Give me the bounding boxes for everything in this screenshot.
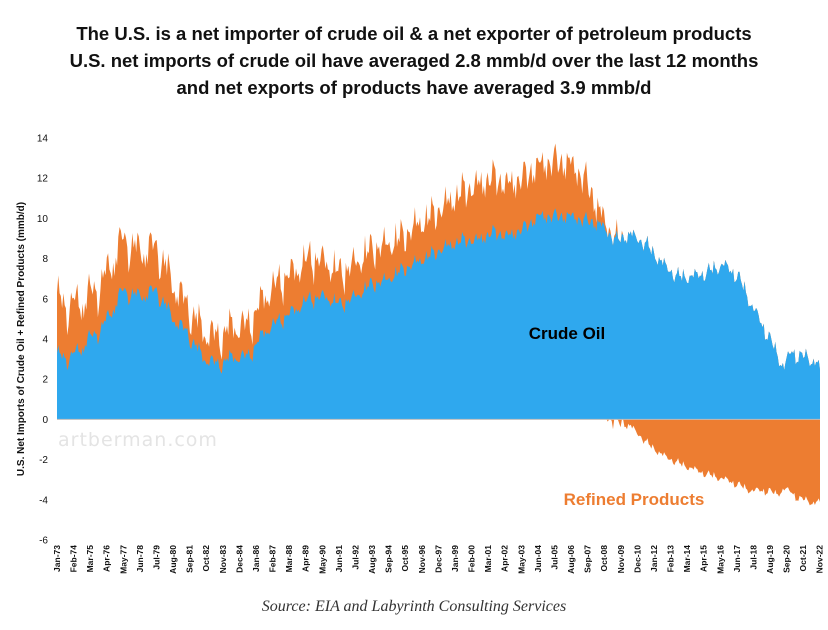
x-tick-label: May-03	[516, 545, 526, 574]
annotation-crude-oil: Crude Oil	[529, 324, 606, 343]
x-tick-label: Jul-92	[350, 545, 360, 570]
y-tick-label: 6	[42, 294, 48, 305]
chart-plot: artberman.com 14 12 10 8 6 4 2 0 -2 -4 -6 Jan-73 Feb…	[16, 134, 825, 574]
x-tick-label: Jun-04	[533, 545, 543, 573]
x-tick-label: Apr-15	[699, 545, 709, 572]
source-note: Source: EIA and Labyrinth Consulting Ser…	[261, 598, 567, 615]
x-tick-label: Nov-83	[218, 545, 228, 574]
y-tick-label: 8	[42, 254, 48, 265]
y-tick-label: 4	[42, 335, 48, 346]
y-tick-label: 12	[37, 174, 49, 185]
x-tick-label: Jul-18	[748, 545, 758, 570]
x-tick-label: Oct-08	[599, 545, 609, 572]
x-tick-label: Aug-93	[367, 545, 377, 574]
x-tick-label: Sep-94	[384, 545, 394, 573]
y-tick-label: -4	[39, 495, 48, 506]
x-tick-label: Feb-13	[666, 545, 676, 573]
y-tick-label: 14	[37, 134, 49, 145]
x-tick-label: Nov-22	[815, 545, 825, 574]
chart-title-line-2: U.S. net imports of crude oil have avera…	[69, 50, 759, 71]
x-tick-label: Mar-01	[483, 545, 493, 573]
x-tick-label: Jun-17	[732, 545, 742, 573]
x-tick-label: Dec-10	[632, 545, 642, 573]
x-tick-label: Apr-89	[301, 545, 311, 572]
x-tick-label: May-77	[118, 545, 128, 574]
x-tick-label: Feb-87	[268, 545, 278, 573]
x-tick-label: Jun-78	[135, 545, 145, 573]
x-tick-label: Oct-82	[201, 545, 211, 572]
chart-title-line-3: and net exports of products have average…	[176, 77, 652, 98]
x-tick-label: Oct-95	[400, 545, 410, 572]
x-tick-label: Oct-21	[798, 545, 808, 572]
x-tick-label: May-16	[715, 545, 725, 574]
y-tick-label: -2	[39, 455, 48, 466]
y-axis-label: U.S. Net Imports of Crude Oil + Refined …	[16, 202, 27, 476]
x-tick-label: Jun-91	[334, 545, 344, 573]
chart-title: The U.S. is a net importer of crude oil …	[0, 20, 828, 101]
x-tick-label: Sep-81	[185, 545, 195, 573]
x-tick-label: Jan-73	[52, 545, 62, 572]
y-tick-label: 10	[37, 214, 49, 225]
x-tick-label: Nov-96	[417, 545, 427, 574]
x-tick-label: Aug-19	[765, 545, 775, 574]
x-tick-label: Dec-97	[433, 545, 443, 573]
x-tick-label: Jul-79	[151, 545, 161, 570]
x-tick-label: Jan-99	[450, 545, 460, 572]
x-tick-label: Mar-14	[682, 545, 692, 573]
y-tick-label: 0	[42, 415, 48, 426]
annotation-refined-products: Refined Products	[564, 490, 705, 509]
x-tick-label: Apr-76	[102, 545, 112, 572]
y-tick-label: 2	[42, 375, 48, 386]
x-tick-label: Dec-84	[234, 545, 244, 573]
series-crude-oil	[57, 208, 820, 420]
x-tick-label: Jan-86	[251, 545, 261, 572]
x-tick-label: Sep-07	[583, 545, 593, 573]
x-tick-label: Jul-05	[549, 545, 559, 570]
x-tick-label: Apr-02	[500, 545, 510, 572]
x-tick-label: Mar-88	[284, 545, 294, 573]
x-tick-label: Aug-80	[168, 545, 178, 574]
x-tick-label: Mar-75	[85, 545, 95, 573]
x-tick-label: Jan-12	[649, 545, 659, 572]
x-tick-label: Nov-09	[616, 545, 626, 574]
x-tick-label: Feb-74	[69, 545, 79, 573]
x-tick-label: Aug-06	[566, 545, 576, 574]
x-tick-label: Feb-00	[467, 545, 477, 573]
y-tick-label: -6	[39, 536, 48, 547]
x-tick-label: May-90	[317, 545, 327, 574]
watermark: artberman.com	[58, 429, 218, 451]
series-refined-products-negative	[57, 419, 820, 506]
x-tick-label: Sep-20	[782, 545, 792, 573]
chart-title-line-1: The U.S. is a net importer of crude oil …	[76, 23, 752, 44]
